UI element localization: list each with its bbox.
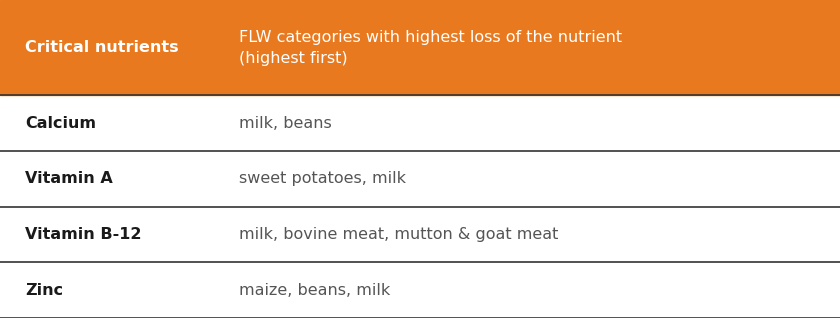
Text: FLW categories with highest loss of the nutrient
(highest first): FLW categories with highest loss of the … [239,30,622,66]
Text: maize, beans, milk: maize, beans, milk [239,283,391,298]
Text: Vitamin B-12: Vitamin B-12 [25,227,142,242]
Text: Critical nutrients: Critical nutrients [25,40,179,55]
Text: Zinc: Zinc [25,283,63,298]
Bar [0,0,840,95]
Text: milk, bovine meat, mutton & goat meat: milk, bovine meat, mutton & goat meat [239,227,559,242]
Text: Vitamin A: Vitamin A [25,171,113,186]
Text: sweet potatoes, milk: sweet potatoes, milk [239,171,407,186]
Text: Calcium: Calcium [25,116,97,131]
Text: milk, beans: milk, beans [239,116,332,131]
